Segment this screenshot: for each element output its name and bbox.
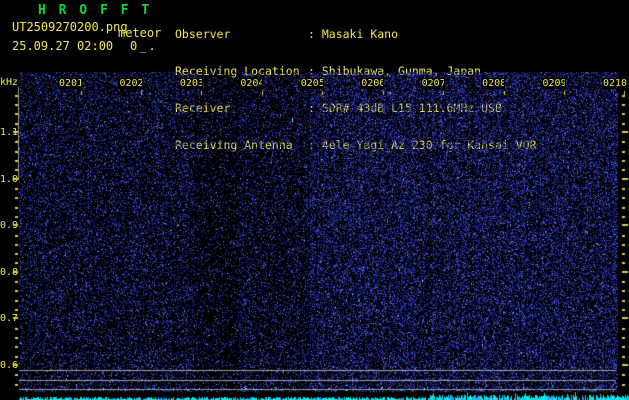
time-tick-label: 0204 <box>239 78 264 89</box>
mode-label: meteor <box>118 26 162 40</box>
time-tick-label: 0205 <box>299 78 324 89</box>
filename-label: UT2509270200.png <box>12 20 128 34</box>
time-tick-label: 0202 <box>118 78 143 89</box>
time-tick-label: 0206 <box>360 78 385 89</box>
time-tick-label: 0201 <box>58 78 83 89</box>
time-tick-label: 0203 <box>178 78 203 89</box>
time-tick-label: 0207 <box>420 78 445 89</box>
time-tick-label: 0208 <box>481 78 506 89</box>
time-tick-label: 0209 <box>541 78 566 89</box>
time-tick-label: 0210 <box>601 78 629 89</box>
